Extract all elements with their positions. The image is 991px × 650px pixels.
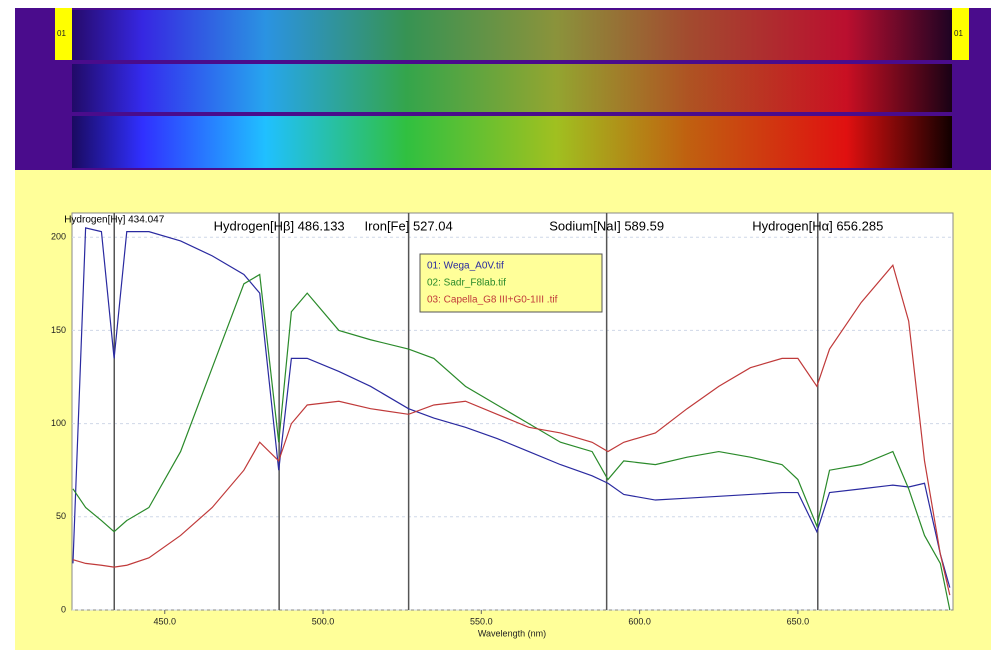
spectrum-strip (72, 10, 952, 60)
x-tick-label: 650.0 (787, 616, 810, 626)
reference-label: Hydrogen[Hβ] 486.133 (214, 218, 345, 233)
x-tick-label: 450.0 (153, 616, 176, 626)
y-tick-label: 150 (51, 325, 66, 335)
x-tick-label: 500.0 (312, 616, 335, 626)
strip-label: 01 (57, 29, 66, 38)
x-axis-label: Wavelength (nm) (478, 628, 546, 638)
y-tick-label: 200 (51, 232, 66, 242)
x-tick-label: 550.0 (470, 616, 493, 626)
reference-label: Iron[Fe] 527.04 (365, 218, 453, 233)
reference-label: Hydrogen[Hγ] 434.047 (64, 215, 165, 226)
y-tick-label: 0 (61, 604, 66, 614)
legend-entry: 03: Capella_G8 III+G0-1III .tif (427, 295, 558, 306)
spectrum-strip (72, 116, 952, 168)
x-tick-label: 600.0 (628, 616, 651, 626)
legend-entry: 01: Wega_A0V.tif (427, 261, 504, 272)
y-tick-label: 50 (56, 511, 66, 521)
reference-label: Sodium[NaI] 589.59 (549, 218, 664, 233)
legend-entry: 02: Sadr_F8lab.tif (427, 278, 506, 289)
screen: 01 01 Wavelength (nm) 0 50 100 150 200 450.0 5… (0, 0, 991, 650)
spectrum-strip (72, 64, 952, 112)
strip-label: 01 (954, 29, 963, 38)
y-tick-label: 100 (51, 418, 66, 428)
reference-label: Hydrogen[Hα] 656.285 (752, 218, 883, 233)
